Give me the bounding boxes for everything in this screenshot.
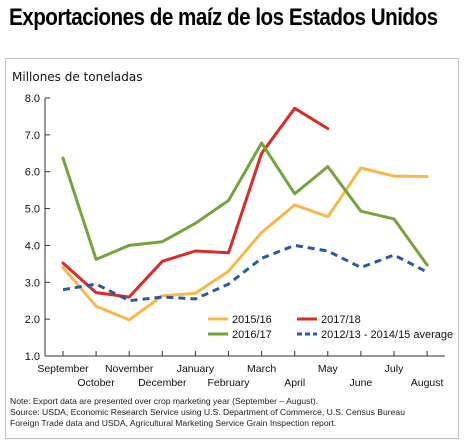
x-tick-label: August xyxy=(411,377,444,389)
y-axis-label: Millones de toneladas xyxy=(12,70,143,84)
x-tick-label: January xyxy=(177,363,215,375)
chart-frame xyxy=(5,58,459,439)
x-tick-label: April xyxy=(284,377,305,389)
y-tick-label: 2.0 xyxy=(25,314,40,326)
y-tick-label: 1.0 xyxy=(25,351,40,363)
y-tick-label: 8.0 xyxy=(25,93,40,105)
series-line-1 xyxy=(61,106,330,299)
legend-label-1: 2017/18 xyxy=(321,314,361,326)
x-tick-label: September xyxy=(37,363,89,375)
legend-label-2: 2016/17 xyxy=(232,329,272,341)
x-tick-label: May xyxy=(318,363,339,375)
note-line-3: Foreign Trade data and USDA, Agricultura… xyxy=(10,418,337,428)
x-tick-label: October xyxy=(77,377,115,389)
x-tick-label: July xyxy=(385,363,404,375)
x-tick-label: June xyxy=(350,377,373,389)
y-tick-label: 7.0 xyxy=(25,130,40,142)
x-tick-label: November xyxy=(105,363,154,375)
chart-title: Exportaciones de maíz de los Estados Uni… xyxy=(9,4,438,31)
legend-label-0: 2015/16 xyxy=(232,314,272,326)
x-tick-label: December xyxy=(138,377,187,389)
y-tick-label: 3.0 xyxy=(25,277,40,289)
y-tick-label: 4.0 xyxy=(25,240,40,252)
series-line-2 xyxy=(61,141,429,267)
note-line-1: Note: Export data are presented over cro… xyxy=(10,396,319,406)
y-tick-label: 5.0 xyxy=(25,204,40,216)
series-line-3 xyxy=(62,243,428,303)
x-tick-label: March xyxy=(247,363,276,375)
legend-label-3: 2012/13 - 2014/15 average xyxy=(321,329,453,341)
note-line-2: Source: USDA, Economic Research Service … xyxy=(10,407,405,417)
series-line-0 xyxy=(61,166,429,322)
x-tick-label: February xyxy=(207,377,250,389)
y-tick-label: 6.0 xyxy=(25,167,40,179)
